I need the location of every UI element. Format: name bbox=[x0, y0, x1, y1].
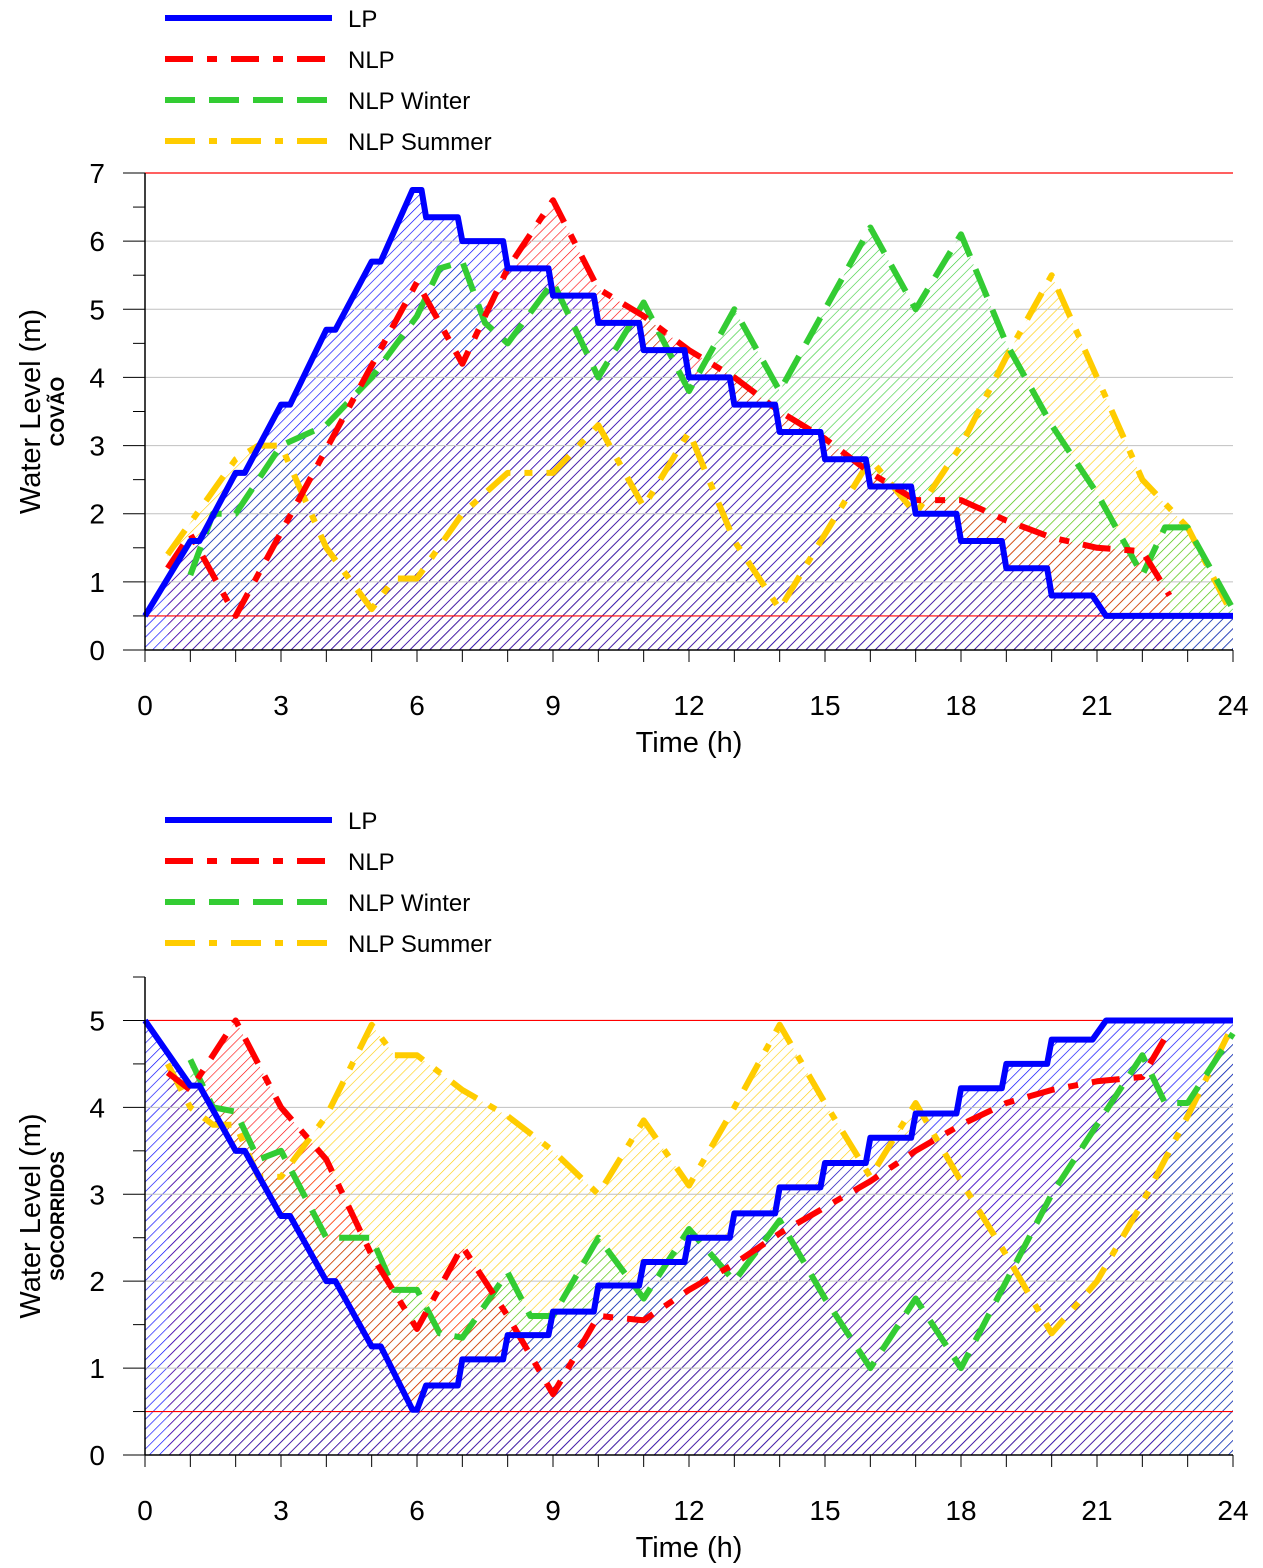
legend-label: NLP bbox=[348, 47, 395, 74]
legend-label: NLP Winter bbox=[348, 890, 470, 917]
x-tick-label: 18 bbox=[945, 1495, 976, 1526]
area-fill-lp bbox=[145, 190, 1233, 651]
y-tick-label: 6 bbox=[89, 226, 105, 257]
y-tick-label: 1 bbox=[89, 1353, 105, 1384]
y-tick-label: 0 bbox=[89, 635, 105, 666]
x-tick-label: 24 bbox=[1217, 1495, 1248, 1526]
y-axis-subtitle: SOCORRIDOS bbox=[48, 1151, 69, 1281]
y-tick-label: 3 bbox=[89, 1179, 105, 1210]
legend-label: LP bbox=[348, 808, 377, 835]
series-line-nlp-summer bbox=[165, 272, 1236, 618]
x-tick-label: 15 bbox=[809, 1495, 840, 1526]
series-line-nlp bbox=[165, 197, 1173, 619]
series-line-lp bbox=[142, 187, 1233, 619]
y-tick-label: 0 bbox=[89, 1440, 105, 1471]
x-tick-label: 21 bbox=[1081, 690, 1112, 721]
x-tick-label: 6 bbox=[409, 690, 425, 721]
x-axis-title: Time (h) bbox=[636, 727, 743, 759]
y-tick-label: 5 bbox=[89, 294, 105, 325]
y-tick-label: 3 bbox=[89, 431, 105, 462]
x-tick-label: 18 bbox=[945, 690, 976, 721]
y-tick-label: 2 bbox=[89, 1266, 105, 1297]
y-tick-label: 1 bbox=[89, 567, 105, 598]
x-tick-label: 24 bbox=[1217, 690, 1248, 721]
x-tick-label: 3 bbox=[273, 1495, 289, 1526]
x-tick-label: 15 bbox=[809, 690, 840, 721]
y-tick-label: 4 bbox=[89, 362, 105, 393]
y-tick-label: 2 bbox=[89, 499, 105, 530]
y-tick-label: 7 bbox=[89, 158, 105, 189]
x-tick-label: 21 bbox=[1081, 1495, 1112, 1526]
x-tick-label: 3 bbox=[273, 690, 289, 721]
y-axis-title: Water Level (m) bbox=[15, 309, 47, 514]
series-line-nlp-winter bbox=[187, 224, 1236, 611]
x-axis-title: Time (h) bbox=[636, 1532, 743, 1564]
legend: LP NLP NLP Winter NLP Summer bbox=[165, 808, 492, 958]
y-tick-label: 4 bbox=[89, 1092, 105, 1123]
y-axis-title: Water Level (m) bbox=[15, 1113, 47, 1318]
x-tick-label: 0 bbox=[137, 690, 153, 721]
x-tick-label: 9 bbox=[545, 690, 561, 721]
legend-label: LP bbox=[348, 6, 377, 33]
series-line-nlp bbox=[165, 1017, 1168, 1398]
series-line-nlp-winter bbox=[187, 1031, 1236, 1372]
y-axis-subtitle: COVÃO bbox=[47, 377, 69, 447]
x-tick-label: 12 bbox=[673, 690, 704, 721]
series-line-lp bbox=[142, 1017, 1233, 1413]
legend-label: NLP Summer bbox=[348, 931, 492, 958]
x-tick-label: 6 bbox=[409, 1495, 425, 1526]
x-tick-label: 12 bbox=[673, 1495, 704, 1526]
x-tick-label: 0 bbox=[137, 1495, 153, 1526]
legend: LP NLP NLP Winter NLP Summer bbox=[165, 6, 492, 156]
legend-label: NLP Winter bbox=[348, 88, 470, 115]
legend-label: NLP Summer bbox=[348, 129, 492, 156]
x-tick-label: 9 bbox=[545, 1495, 561, 1526]
legend-label: NLP bbox=[348, 849, 395, 876]
y-tick-label: 5 bbox=[89, 1005, 105, 1036]
